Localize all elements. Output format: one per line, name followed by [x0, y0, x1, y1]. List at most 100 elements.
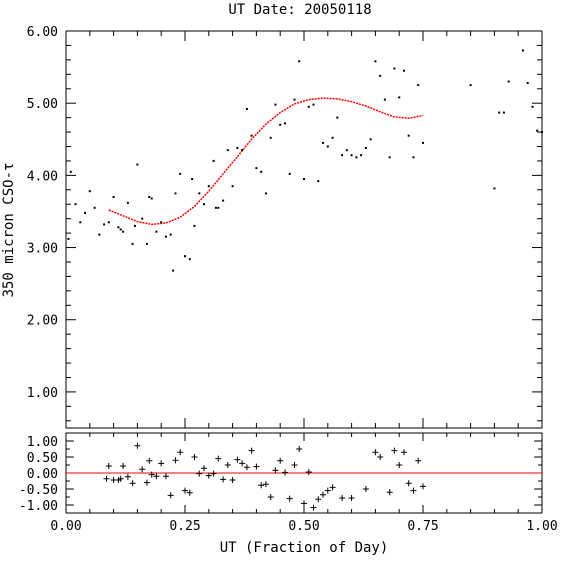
residual-point — [258, 482, 265, 489]
residual-point — [262, 481, 269, 488]
tau-point — [341, 154, 344, 157]
tau-point — [369, 138, 372, 141]
tau-point — [145, 242, 148, 245]
tau-point — [112, 196, 115, 198]
residual-point — [362, 486, 369, 492]
tau-point — [193, 224, 196, 227]
residual-point — [301, 500, 307, 507]
tau-point — [284, 122, 286, 125]
residual-point — [396, 462, 403, 468]
tau-point — [407, 134, 410, 137]
tau-point — [336, 116, 339, 119]
residual-point — [220, 476, 227, 483]
tau-point — [141, 217, 144, 220]
tau-point — [148, 196, 151, 198]
tau-point — [288, 172, 291, 175]
residual-point — [267, 494, 274, 500]
residual-point — [282, 469, 288, 476]
tau-point — [134, 224, 136, 227]
tau-ytick-label: 2.00 — [27, 314, 58, 329]
tau-point — [67, 237, 70, 240]
tau-point — [79, 221, 82, 224]
residual-point — [224, 462, 231, 468]
tau-point — [383, 98, 386, 101]
residual-point — [234, 456, 241, 463]
tau-point — [203, 203, 205, 206]
residual-point — [239, 460, 246, 467]
residual-point — [186, 489, 193, 496]
residual-point — [405, 480, 412, 487]
tau-point — [493, 187, 496, 190]
tau-point — [222, 199, 225, 202]
tau-data-points — [67, 49, 543, 272]
tau-panel-ticks: 1.00 2.00 3.00 4.00 5.00 6.00 — [27, 25, 543, 428]
residual-point — [329, 484, 336, 491]
tau-point — [103, 223, 106, 226]
residual-point — [415, 457, 422, 464]
residual-point — [163, 473, 169, 480]
tau-point — [74, 203, 77, 206]
residual-point — [215, 455, 222, 462]
tau-ytick-label: 1.00 — [27, 386, 58, 401]
tau-point — [107, 221, 110, 224]
residual-point — [401, 449, 407, 456]
tau-point — [379, 74, 382, 77]
tau-point — [364, 146, 367, 149]
tau-ytick-label: 5.00 — [27, 97, 58, 112]
tau-point — [119, 228, 122, 231]
tau-point — [172, 269, 175, 272]
tau-point — [188, 258, 191, 261]
tau-point — [255, 167, 258, 170]
tau-point — [165, 235, 167, 238]
tau-point — [126, 201, 129, 204]
tau-point — [507, 80, 510, 83]
residual-ytick-label: -1.00 — [19, 499, 58, 514]
residual-ytick-label: -0.50 — [19, 483, 58, 498]
residual-point — [243, 464, 250, 471]
residual-point — [324, 487, 331, 494]
tau-point — [350, 154, 353, 157]
tau-point — [541, 131, 543, 134]
tau-point — [122, 230, 125, 233]
tau-point — [531, 105, 534, 108]
tau-point — [160, 221, 163, 224]
tau-point — [293, 98, 296, 101]
tau-point — [150, 197, 153, 200]
residual-point — [143, 479, 150, 486]
residual-ytick-label: 0.00 — [27, 467, 58, 482]
tau-point — [155, 230, 158, 233]
x-axis-label: UT (Fraction of Day) — [220, 540, 389, 556]
tau-point — [184, 255, 186, 258]
residual-point — [139, 466, 146, 473]
residual-point — [386, 489, 393, 496]
residual-point — [146, 457, 153, 464]
residual-point — [410, 487, 417, 494]
residual-point — [124, 473, 131, 480]
tau-point — [88, 190, 91, 193]
tau-point — [403, 69, 405, 72]
tau-point — [398, 96, 401, 99]
tau-point — [322, 141, 324, 144]
residual-point — [372, 449, 379, 456]
tau-point — [84, 211, 86, 214]
tau-point — [388, 156, 391, 159]
fit-curve-line — [108, 97, 424, 226]
tau-point — [269, 136, 272, 139]
tau-point — [536, 129, 539, 132]
tau-point — [217, 206, 220, 209]
tau-point — [298, 60, 301, 63]
tau-point — [191, 178, 194, 180]
tau-point — [98, 233, 101, 236]
residual-panel: -1.00-0.500.000.501.00 — [19, 432, 543, 514]
tau-point — [231, 185, 234, 188]
tau-point — [312, 103, 315, 106]
tau-point — [422, 141, 424, 144]
residual-point — [420, 483, 426, 490]
tau-point — [279, 123, 282, 126]
tau-point — [264, 192, 267, 195]
tau-point — [245, 108, 248, 110]
tau-point — [226, 149, 229, 152]
residual-point — [172, 457, 179, 464]
residual-points — [103, 442, 426, 511]
